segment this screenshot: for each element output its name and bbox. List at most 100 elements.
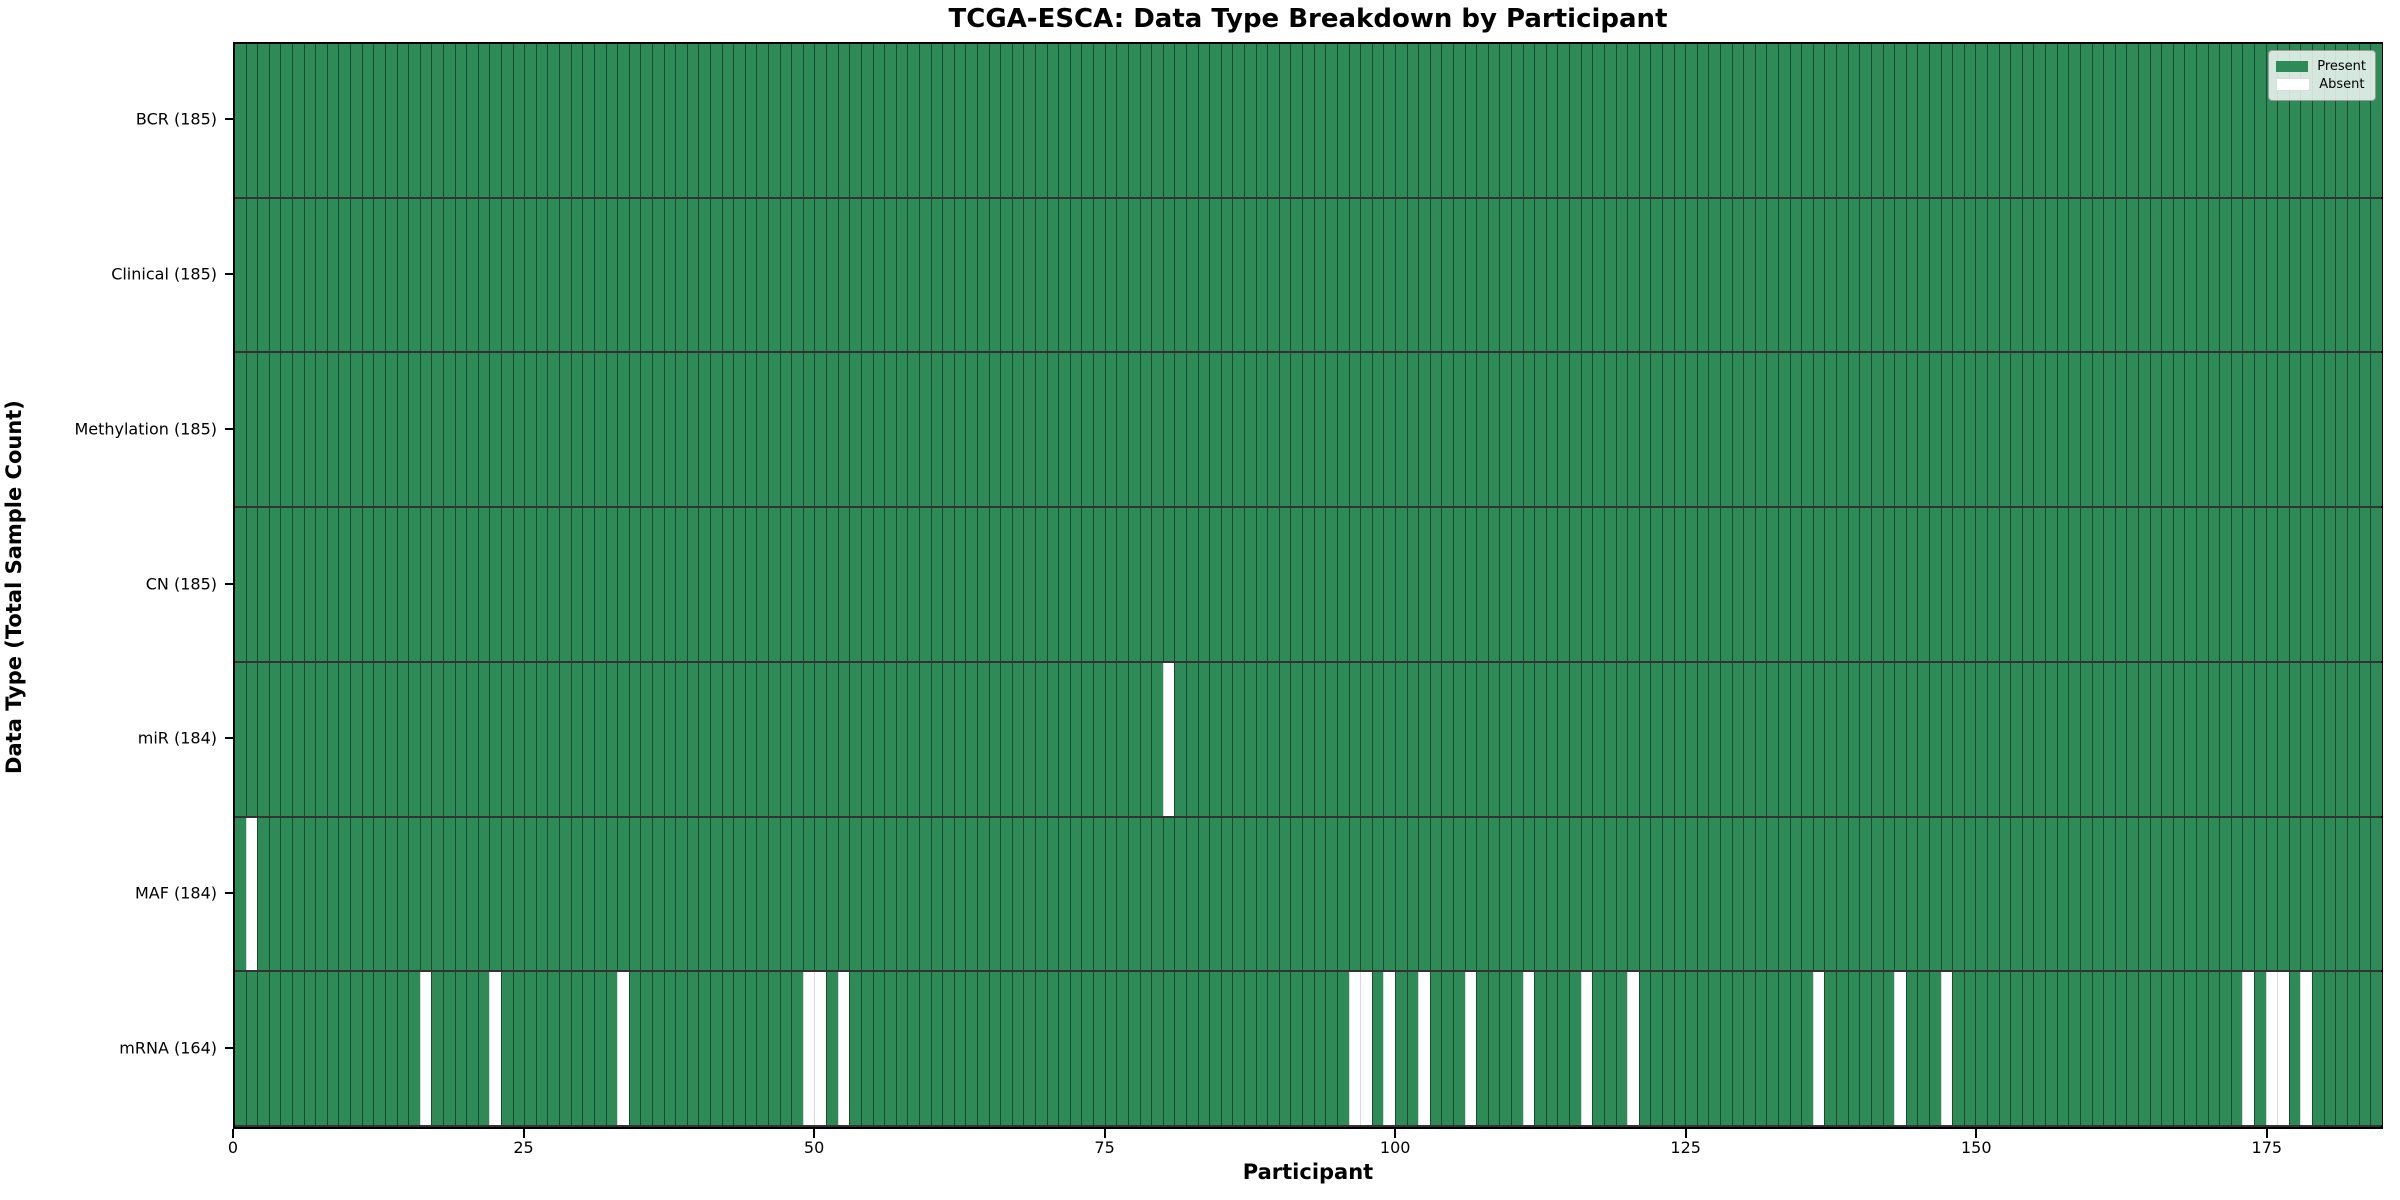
- data-cell: [756, 508, 769, 661]
- data-cell: [1812, 972, 1825, 1125]
- data-cell: [2079, 972, 2092, 1125]
- legend-label: Absent: [2319, 77, 2365, 92]
- data-cell: [779, 198, 792, 352]
- data-cell: [2265, 508, 2278, 661]
- data-cell: [1685, 44, 1697, 197]
- data-cell: [953, 44, 966, 197]
- data-cell: [2358, 44, 2371, 197]
- data-cell: [547, 198, 560, 352]
- data-cell: [1987, 662, 1999, 816]
- data-cell: [408, 972, 420, 1125]
- data-cell: [791, 44, 803, 197]
- data-cell: [1406, 44, 1419, 197]
- data-cell: [570, 508, 583, 661]
- data-cell: [2346, 972, 2359, 1125]
- data-cell: [1035, 662, 1047, 816]
- data-cell: [1255, 662, 1268, 816]
- data-cell: [350, 353, 362, 507]
- data-cell: [1975, 508, 1988, 661]
- data-cell: [640, 508, 652, 661]
- data-cell: [1383, 44, 1395, 197]
- data-cell: [1162, 198, 1175, 352]
- data-cell: [2312, 198, 2324, 352]
- data-cell: [2079, 662, 2092, 816]
- data-cell: [1557, 198, 1570, 352]
- data-cell: [2045, 662, 2057, 816]
- data-cell: [2207, 972, 2220, 1125]
- data-cell: [1325, 508, 1337, 661]
- x-tick-label: 175: [2251, 1138, 2283, 1157]
- data-cell: [744, 44, 757, 197]
- data-cell: [1394, 817, 1407, 971]
- data-cell: [2079, 353, 2092, 507]
- data-cell: [1116, 508, 1128, 661]
- data-cell: [1708, 972, 1720, 1125]
- data-cell: [1255, 198, 1268, 352]
- data-cell: [2265, 198, 2278, 352]
- data-cell: [1557, 972, 1570, 1125]
- data-cell: [1278, 353, 1291, 507]
- data-cell: [245, 662, 258, 816]
- data-cell: [605, 662, 618, 816]
- data-cell: [547, 817, 560, 971]
- data-cell: [268, 508, 281, 661]
- data-cell: [2195, 508, 2208, 661]
- data-cell: [1766, 198, 1779, 352]
- data-cell: [1302, 353, 1314, 507]
- data-cell: [1023, 972, 1036, 1125]
- data-cell: [1975, 44, 1988, 197]
- data-cell: [1905, 44, 1918, 197]
- data-cell: [2172, 44, 2185, 197]
- data-cell: [1952, 353, 1964, 507]
- data-cell: [1418, 662, 1430, 816]
- data-cell: [2346, 662, 2359, 816]
- data-cell: [814, 44, 827, 197]
- data-cell: [1928, 353, 1941, 507]
- data-cell: [1023, 508, 1036, 661]
- data-cell: [431, 44, 443, 197]
- data-cell: [2346, 817, 2359, 971]
- data-cell: [338, 508, 351, 661]
- data-cell: [2137, 972, 2150, 1125]
- data-cell: [988, 972, 1001, 1125]
- data-cell: [2045, 353, 2057, 507]
- data-cell: [257, 817, 269, 971]
- data-cell: [1104, 508, 1117, 661]
- data-cell: [2219, 817, 2231, 971]
- data-cell: [2335, 198, 2347, 352]
- data-cell: [1522, 508, 1535, 661]
- data-cell: [1081, 44, 1094, 197]
- data-cell: [1360, 972, 1372, 1125]
- data-cell: [1905, 817, 1918, 971]
- data-cell: [930, 662, 943, 816]
- data-cell: [1661, 662, 1674, 816]
- data-cell: [1905, 198, 1918, 352]
- data-cell: [2300, 817, 2313, 971]
- data-cell: [1685, 508, 1697, 661]
- data-cell: [582, 198, 594, 352]
- data-cell: [965, 662, 977, 816]
- data-cell: [2161, 44, 2173, 197]
- data-cell: [1812, 44, 1825, 197]
- data-cell: [2312, 662, 2324, 816]
- data-cell: [303, 662, 316, 816]
- data-cell: [245, 44, 258, 197]
- data-cell: [477, 508, 490, 661]
- data-cell: [1452, 508, 1465, 661]
- data-cell: [814, 508, 827, 661]
- data-cell: [826, 198, 838, 352]
- data-cell: [907, 817, 919, 971]
- data-cell: [1522, 44, 1535, 197]
- data-cell: [1302, 44, 1314, 197]
- data-cell: [2207, 817, 2220, 971]
- data-cell: [1998, 817, 2011, 971]
- data-cell: [2242, 353, 2255, 507]
- data-cell: [2045, 972, 2057, 1125]
- data-cell: [2265, 353, 2278, 507]
- data-cell: [884, 353, 896, 507]
- data-cell: [2288, 817, 2301, 971]
- data-cell: [1011, 353, 1024, 507]
- data-cell: [907, 508, 919, 661]
- data-cell: [2335, 353, 2347, 507]
